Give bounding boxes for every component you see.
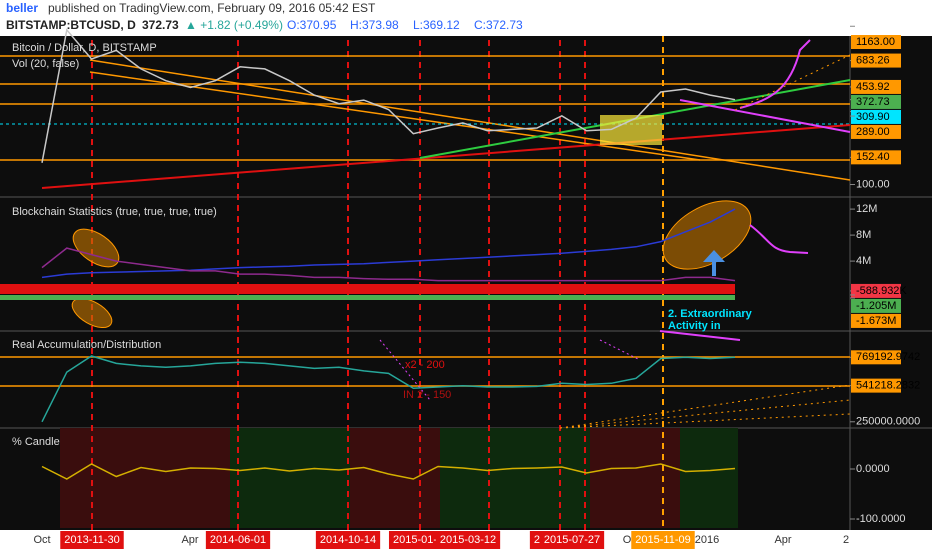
x-label-bg (315, 531, 381, 549)
x-label-bg (60, 531, 124, 549)
x-label-bg (539, 531, 605, 549)
y-tick-label: -588.932K (856, 285, 907, 297)
x-tick-label: 2015-01- (393, 534, 437, 546)
tick-label-bg (851, 150, 901, 165)
low: L:369.12 (413, 18, 460, 32)
tick-label-bg (851, 35, 901, 49)
y-tick-label: 1163.00 (856, 36, 895, 48)
y-tick-label: -100.0000 (856, 513, 906, 525)
band (0, 284, 735, 294)
x-tick-label: 2 (843, 534, 849, 546)
x-tick-label: 2015-11-09 (635, 534, 690, 546)
series-line (41, 247, 736, 282)
annotation: 2. Extraordinary (668, 308, 753, 320)
x-tick-label: 2014-06-01 (210, 534, 266, 546)
series-line (41, 28, 736, 163)
x-tick-label: Oct (33, 534, 50, 546)
x-tick-label: 2016 (695, 534, 719, 546)
highlight-ellipse (72, 228, 120, 268)
panel-title: Blockchain Statistics (true, true, true,… (12, 206, 217, 218)
candle-bg (60, 428, 738, 528)
candle-bg (680, 428, 738, 528)
y-tick-label: 0.0000 (856, 463, 890, 475)
close: C:372.73 (474, 18, 523, 32)
y-tick-label: 453.92 (856, 81, 890, 93)
annotation: IN 2 - 150 (403, 389, 451, 401)
x-tick-label: 2015-03-12 (440, 534, 496, 546)
change: ▲ +1.82 (+0.49%) (185, 18, 283, 32)
panel-title: % Candle (12, 436, 60, 448)
tick-label-bg (851, 109, 901, 124)
high: H:373.98 (350, 18, 399, 32)
trend-line (659, 330, 741, 341)
projection (739, 39, 811, 109)
x-tick-label: O (623, 534, 632, 546)
author: beller (6, 1, 38, 15)
x-label-bg (388, 531, 442, 549)
tick-label-bg (851, 79, 901, 94)
projection (559, 384, 851, 429)
x-tick-label: 2015-07-27 (544, 534, 600, 546)
y-tick-label: 8M (856, 229, 871, 241)
series-line (41, 208, 736, 279)
trend-line (41, 124, 851, 189)
y-tick-label: 152.40 (856, 151, 890, 163)
decorations (0, 36, 932, 530)
y-tick-label: -1.673M (856, 315, 896, 327)
open: O:370.95 (287, 18, 337, 32)
y-tick-label: 372.73 (856, 96, 890, 108)
x-label-bg (631, 531, 695, 549)
series-line (41, 463, 736, 480)
tick-label-bg (851, 313, 901, 328)
price: 372.73 (142, 18, 179, 32)
x-tick-label: 2013-11-30 (64, 534, 119, 546)
x-tick-label: Apr (181, 534, 198, 546)
y-tick-label: 683.26 (856, 54, 890, 66)
tick-label-bg (851, 53, 901, 68)
y-tick-label: 289.00 (856, 126, 890, 138)
panel-title: Bitcoin / Dollar, D, BITSTAMP (12, 42, 157, 54)
candle-bg (440, 428, 590, 528)
tick-label-bg (851, 283, 901, 298)
series-line (41, 355, 736, 423)
y-tick-label: -1.205M (856, 300, 896, 312)
annotation: Activity in (668, 320, 721, 332)
y-tick-label: 12M (856, 203, 877, 215)
y-tick-label: 4M (856, 255, 871, 267)
projection (749, 224, 809, 254)
annotation: x2 - 200 (405, 359, 445, 371)
y-tick-label: 769192.9742 (856, 351, 920, 363)
candle-bg (230, 428, 350, 528)
published: published on TradingView.com, February 0… (48, 1, 376, 15)
x-label-bg (205, 531, 271, 549)
panel-title: Real Accumulation/Distribution (12, 339, 161, 351)
tick-label-bg (851, 298, 901, 313)
x-label-bg (435, 531, 501, 549)
tick-label-bg (851, 350, 901, 365)
projection (379, 339, 641, 401)
tick-label-bg (851, 378, 901, 393)
y-tick-label: 309.90 (856, 111, 890, 123)
band (0, 295, 735, 300)
symbol: BITSTAMP:BTCUSD, D (6, 18, 136, 32)
x-tick-label: Apr (774, 534, 791, 546)
highlight-ellipse (71, 297, 113, 329)
trend-line (679, 99, 851, 133)
tick-label-bg (851, 124, 901, 139)
y-tick-label: 100.00 (856, 178, 890, 190)
y-tick-label: 250000.0000 (856, 416, 920, 428)
y-tick-label: 541218.2832 (856, 380, 920, 392)
tick-label-bg (851, 94, 901, 109)
panel-subtitle: Vol (20, false) (12, 58, 79, 70)
arrow (703, 250, 725, 276)
x-tick-label: 2014-10-14 (320, 534, 376, 546)
